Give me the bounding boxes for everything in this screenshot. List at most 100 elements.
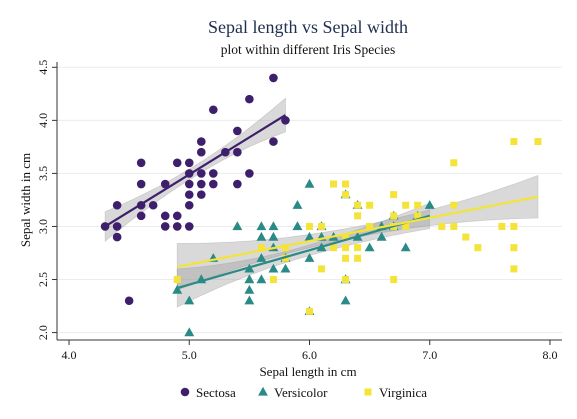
chart-subtitle: plot within different Iris Species xyxy=(221,42,395,57)
data-point xyxy=(342,276,350,284)
data-point xyxy=(256,221,267,231)
data-point xyxy=(136,158,146,168)
data-point xyxy=(172,222,182,231)
legend-label: Virginica xyxy=(379,385,427,400)
data-point xyxy=(366,201,374,209)
data-point xyxy=(354,254,362,262)
legend-marker xyxy=(180,387,190,397)
data-point xyxy=(450,222,458,230)
data-point xyxy=(209,105,218,115)
fit-line-virginica xyxy=(177,195,539,268)
data-point xyxy=(256,231,267,241)
x-tick-label: 4.0 xyxy=(62,348,77,362)
data-point xyxy=(244,295,255,305)
data-point xyxy=(318,265,326,273)
data-point xyxy=(184,190,194,199)
data-point xyxy=(424,200,435,209)
data-point xyxy=(184,222,194,231)
data-point xyxy=(280,263,291,273)
x-tick-label: 5.0 xyxy=(182,348,197,362)
data-point xyxy=(245,94,254,104)
data-point xyxy=(510,244,518,252)
data-point xyxy=(304,231,315,241)
data-point xyxy=(172,284,183,294)
chart-title: Sepal length vs Sepal width xyxy=(208,17,408,37)
data-point xyxy=(268,231,279,241)
data-point xyxy=(474,244,482,252)
data-point xyxy=(196,179,206,189)
data-point xyxy=(269,137,278,146)
data-point xyxy=(376,231,387,241)
data-point xyxy=(233,179,242,189)
data-point xyxy=(450,159,458,167)
data-point xyxy=(414,212,422,220)
legend-marker xyxy=(258,386,268,396)
data-point xyxy=(390,191,398,199)
data-point xyxy=(173,276,181,284)
fit-line-sectosa xyxy=(104,114,287,228)
data-point xyxy=(414,201,422,209)
data-point xyxy=(354,244,362,252)
data-point xyxy=(148,200,158,210)
data-point xyxy=(438,222,446,230)
data-point xyxy=(342,233,350,241)
data-point xyxy=(342,180,350,188)
data-point xyxy=(160,211,170,221)
data-point xyxy=(196,190,206,199)
data-point xyxy=(318,222,326,230)
data-point xyxy=(232,221,243,231)
data-point xyxy=(304,178,315,188)
data-point xyxy=(269,276,277,284)
data-point xyxy=(233,126,242,136)
legend-item-virginica: Virginica xyxy=(364,385,427,400)
data-point xyxy=(354,212,362,220)
data-point xyxy=(498,222,506,230)
x-tick-label: 8.0 xyxy=(542,348,557,362)
axes: 4.0 5.0 6.0 7.0 8.0 2.0 2.5 3.0 3.5 4.0 4.5 xyxy=(36,60,562,362)
fit-line-versicolor xyxy=(176,214,431,290)
data-point xyxy=(184,200,194,210)
data-point xyxy=(306,307,313,315)
data-point xyxy=(136,179,146,189)
data-point xyxy=(172,158,182,168)
data-point xyxy=(390,276,398,284)
y-tick-label: 2.5 xyxy=(36,272,50,287)
data-point xyxy=(510,265,518,273)
y-tick-label: 4.0 xyxy=(36,113,50,128)
data-point xyxy=(292,200,303,209)
data-point xyxy=(268,263,279,273)
legend-label: Sectosa xyxy=(196,385,236,400)
data-point xyxy=(450,201,458,209)
y-tick-label: 3.5 xyxy=(36,166,50,181)
data-point xyxy=(510,222,518,230)
legend-item-sectosa: Sectosa xyxy=(180,385,236,400)
data-point xyxy=(244,284,255,294)
data-point xyxy=(112,200,122,210)
data-point xyxy=(256,274,267,284)
data-point xyxy=(184,179,194,189)
data-point xyxy=(184,158,194,168)
y-tick-label: 3.0 xyxy=(36,219,50,234)
legend: Sectosa Versicolor Virginica xyxy=(180,385,427,400)
y-axis-label: Sepal width in cm xyxy=(18,153,33,247)
data-point xyxy=(112,222,122,231)
data-point xyxy=(184,295,195,305)
data-point xyxy=(256,253,267,262)
data-point xyxy=(281,116,290,125)
data-point xyxy=(244,274,255,284)
data-point xyxy=(281,254,289,262)
data-point xyxy=(400,242,411,252)
data-point xyxy=(281,244,289,252)
data-point xyxy=(340,295,351,305)
y-tick-label: 2.0 xyxy=(36,325,50,340)
data-point xyxy=(402,201,410,209)
data-point xyxy=(342,244,350,252)
x-tick-label: 6.0 xyxy=(302,348,317,362)
data-point xyxy=(304,253,315,262)
data-point xyxy=(136,211,146,221)
data-point xyxy=(402,222,410,230)
data-point xyxy=(268,221,279,231)
series-sectosa xyxy=(100,73,290,306)
data-point xyxy=(330,180,338,188)
data-point xyxy=(209,169,218,178)
